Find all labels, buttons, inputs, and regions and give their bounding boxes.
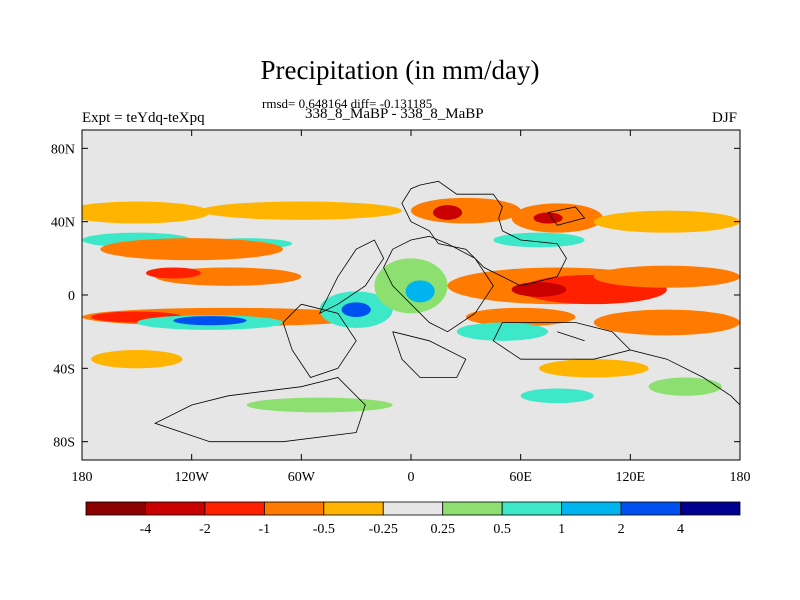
colorbar-label-7: 1 [558, 522, 565, 537]
precip-region-6 [593, 210, 740, 233]
coastline-1 [383, 235, 494, 333]
colorbar-box-1 [145, 501, 206, 516]
colorbar-label-8: 2 [618, 522, 625, 537]
precip-region-27 [456, 322, 549, 341]
precip-region-28 [91, 350, 183, 369]
precip-region-10 [100, 238, 284, 261]
colorbar-box-5 [382, 501, 444, 516]
precip-region-0 [82, 201, 210, 224]
x-tick-label-2: 60W [288, 470, 316, 485]
coastline-5 [492, 322, 632, 360]
precip-region-30 [246, 397, 393, 413]
x-tick-label-4: 60E [509, 470, 532, 485]
y-tick-label-1: 40N [51, 216, 75, 231]
colorbar-label-9: 4 [677, 522, 684, 537]
chart-title: Precipitation (in mm/day) [260, 55, 540, 85]
coastline-3 [282, 303, 357, 378]
colorbar-label-3: -0.5 [313, 522, 335, 537]
precip-region-16 [593, 265, 740, 288]
colorbar-label-4: -0.25 [369, 522, 398, 537]
coastline-9 [547, 206, 586, 226]
colorbar-box-6 [442, 501, 503, 516]
colorbar-box-2 [204, 501, 265, 516]
precip-region-3 [432, 205, 463, 220]
y-tick-label-3: 40S [53, 362, 75, 377]
colorbar-box-0 [85, 501, 146, 516]
coastline-0 [401, 180, 567, 287]
colorbar-box-3 [263, 501, 325, 516]
coastline-6 [154, 377, 366, 443]
stats-label: rmsd= 0.648164 diff= -0.131185 [262, 96, 433, 111]
coastline-8 [557, 331, 585, 342]
coastline-2 [318, 239, 385, 315]
colorbar-box-10 [680, 501, 741, 516]
x-tick-label-5: 120E [616, 470, 646, 485]
colorbar-box-9 [620, 501, 681, 516]
precip-region-15 [511, 282, 567, 297]
coastline-7 [630, 349, 740, 406]
colorbar-label-6: 0.5 [493, 522, 511, 537]
coastline-4 [392, 331, 467, 378]
y-tick-label-4: 80S [53, 436, 75, 451]
x-tick-label-3: 0 [408, 470, 415, 485]
precip-region-1 [200, 201, 402, 220]
x-tick-label-0: 180 [72, 470, 93, 485]
x-tick-label-1: 120W [175, 470, 210, 485]
precip-region-20 [593, 309, 740, 336]
precip-region-24 [341, 302, 371, 317]
precip-region-9 [493, 232, 585, 248]
precip-region-2 [411, 197, 521, 224]
y-tick-label-2: 0 [68, 289, 75, 304]
colorbar-label-2: -1 [259, 522, 271, 537]
precip-region-12 [145, 267, 201, 279]
precip-region-31 [520, 388, 594, 404]
y-tick-label-0: 80N [51, 142, 75, 157]
precip-region-5 [533, 212, 563, 224]
colorbar-label-0: -4 [140, 522, 152, 537]
precip-region-22 [173, 316, 247, 326]
colorbar-label-1: -2 [199, 522, 211, 537]
precip-region-19 [465, 307, 576, 327]
period-label: 338_8_MaBP - 338_8_MaBP [305, 106, 484, 122]
x-tick-label-6: 180 [730, 470, 751, 485]
colorbar-box-8 [561, 501, 622, 516]
season-label: DJF [712, 110, 738, 126]
precip-region-26 [405, 280, 435, 303]
colorbar-box-4 [323, 501, 384, 516]
colorbar-label-5: 0.25 [430, 522, 455, 537]
precip-region-29 [538, 359, 649, 378]
precip-region-32 [648, 377, 722, 396]
colorbar-box-7 [501, 501, 563, 516]
experiment-label: Expt = teYdq-teXpq [82, 110, 205, 126]
